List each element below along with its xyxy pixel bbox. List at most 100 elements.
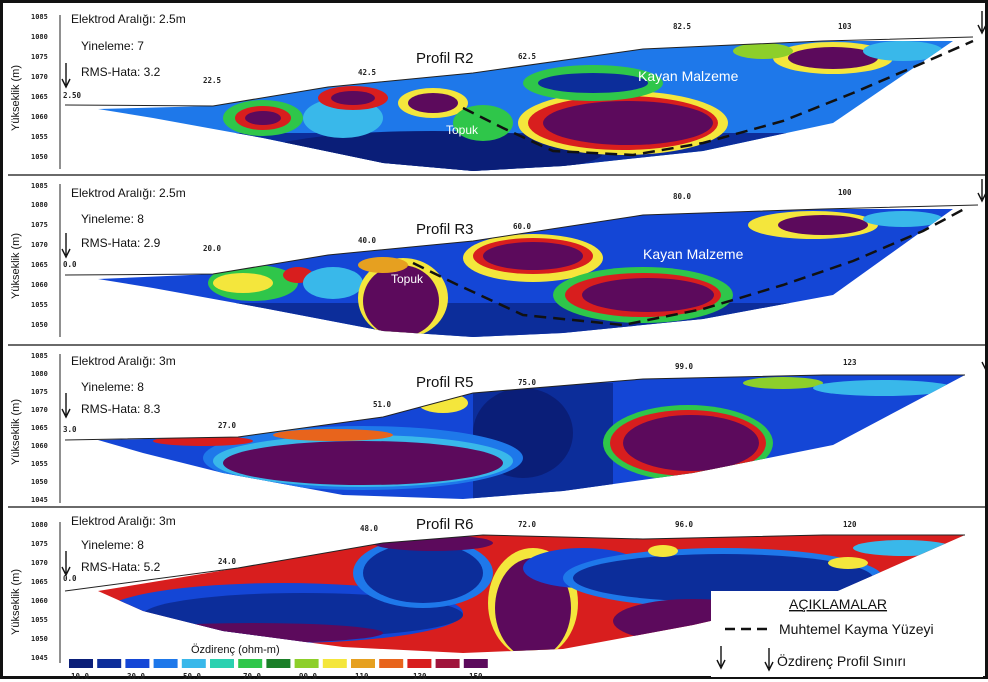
r2-ytick: 1075 — [31, 53, 48, 61]
r2-iteration: Yineleme: 7 — [81, 39, 144, 53]
scale-swatch — [266, 659, 291, 668]
r2-y-axis: 1085 1080 1075 1070 1065 1060 1055 1050 … — [10, 13, 61, 169]
r5-ytick: 1070 — [31, 406, 48, 414]
r3-boundary-left-arrow-icon — [61, 233, 71, 259]
r6-ytick: 1050 — [31, 635, 48, 643]
resistivity-figure: 1085 1080 1075 1070 1065 1060 1055 1050 … — [8, 11, 988, 681]
r5-xtick: 3.0 — [63, 425, 77, 434]
r3-ylabel: Yükseklik (m) — [10, 233, 22, 299]
r5-topography — [64, 374, 965, 441]
scale-swatch — [294, 659, 319, 668]
r6-ylabel: Yükseklik (m) — [10, 569, 22, 635]
r2-boundary-left-arrow-icon — [61, 63, 71, 89]
r6-ytick: 1075 — [31, 540, 48, 548]
r3-ytick: 1085 — [31, 182, 48, 190]
scale-label: 30.0 — [127, 672, 146, 681]
r3-xtick: 40.0 — [358, 236, 377, 245]
r6-y-axis: 1080 1075 1070 1065 1060 1055 1050 1045 … — [10, 521, 61, 663]
r3-ytick: 1065 — [31, 261, 48, 269]
scale-label: 10.0 — [71, 672, 90, 681]
scale-swatch — [407, 659, 432, 668]
r2-ylabel: Yükseklik (m) — [10, 65, 22, 131]
r5-ytick: 1055 — [31, 460, 48, 468]
r6-xtick: 120 — [843, 520, 857, 529]
r6-xtick: 48.0 — [360, 524, 379, 533]
r2-xtick: 82.5 — [673, 22, 691, 31]
scale-swatch — [351, 659, 375, 668]
r2-xtick: 103 — [838, 22, 852, 31]
r6-topography — [64, 534, 965, 592]
scale-swatch — [97, 659, 122, 668]
r5-ylabel: Yükseklik (m) — [10, 399, 22, 465]
scale-label: 50.0 — [183, 672, 202, 681]
r3-sliding-material: Kayan Malzeme — [643, 246, 744, 262]
scale-swatch — [379, 659, 404, 668]
scale-label: 150 — [469, 672, 483, 681]
r5-boundary-left-arrow-icon — [61, 393, 71, 419]
r5-xtick: 123 — [843, 358, 857, 367]
r5-xtick: 99.0 — [675, 362, 694, 371]
scale-label: 70.0 — [243, 672, 262, 681]
scale-swatch — [181, 659, 206, 668]
r6-xtick: 72.0 — [518, 520, 537, 529]
r3-xtick: 20.0 — [203, 244, 222, 253]
r5-ytick: 1085 — [31, 352, 48, 360]
r6-ytick: 1080 — [31, 521, 48, 529]
r5-ytick: 1075 — [31, 388, 48, 396]
r2-rms-error: RMS-Hata: 3.2 — [81, 65, 161, 79]
r2-ytick: 1070 — [31, 73, 48, 81]
r5-ytick: 1080 — [31, 370, 48, 378]
r3-boundary-right-arrow-icon — [977, 179, 987, 203]
r3-ytick: 1080 — [31, 201, 48, 209]
r3-toe: Topuk — [391, 272, 424, 286]
r6-iteration: Yineleme: 8 — [81, 538, 144, 552]
r2-xtick: 22.5 — [203, 76, 221, 85]
r6-electrode-spacing: Elektrod Aralığı: 3m — [71, 514, 176, 528]
r2-ytick: 1055 — [31, 133, 48, 141]
resistivity-color-scale: Özdirenç (ohm-m) 10.0 30.0 50.0 70.0 90.… — [69, 644, 488, 681]
scale-label: 110 — [355, 672, 369, 681]
scale-label: 90.0 — [299, 672, 318, 681]
scale-swatch — [322, 659, 347, 668]
scale-swatch — [153, 659, 178, 668]
scale-swatch — [238, 659, 263, 668]
r6-xtick: 24.0 — [218, 557, 237, 566]
r6-ytick: 1045 — [31, 654, 48, 662]
r2-ytick: 1060 — [31, 113, 48, 121]
r5-xtick: 75.0 — [518, 378, 537, 387]
r3-ytick: 1055 — [31, 301, 48, 309]
r2-slip-surface — [462, 39, 974, 157]
scale-swatch — [69, 659, 93, 668]
r3-ytick: 1060 — [31, 281, 48, 289]
r3-xtick: 100 — [838, 188, 852, 197]
r5-electrode-spacing: Elektrod Aralığı: 3m — [71, 354, 176, 368]
r2-xtick: 62.5 — [518, 52, 536, 61]
legend-boundary-arrow-icon — [764, 648, 774, 672]
r5-ytick: 1045 — [31, 496, 48, 504]
legend-boundary-arrow-icon — [716, 646, 726, 670]
r3-ytick: 1050 — [31, 321, 48, 329]
r2-xtick: 2.50 — [63, 91, 82, 100]
r6-xtick: 96.0 — [675, 520, 694, 529]
r5-boundary-right-arrow-icon — [981, 348, 988, 372]
r5-title: Profil R5 — [416, 374, 474, 391]
scale-swatch — [125, 659, 150, 668]
legend-boundary-label: Özdirenç Profil Sınırı — [777, 652, 906, 669]
r2-ytick: 1080 — [31, 33, 48, 41]
r6-ytick: 1070 — [31, 559, 48, 567]
r3-xtick: 60.0 — [513, 222, 532, 231]
r6-ytick: 1055 — [31, 616, 48, 624]
r2-title: Profil R2 — [416, 50, 474, 67]
r6-xtick: 0.0 — [63, 574, 77, 583]
r2-ytick: 1050 — [31, 153, 48, 161]
r5-xtick: 27.0 — [218, 421, 237, 430]
r2-sliding-material: Kayan Malzeme — [638, 68, 739, 84]
r3-iteration: Yineleme: 8 — [81, 212, 144, 226]
r2-ytick: 1085 — [31, 13, 48, 21]
r3-xtick: 0.0 — [63, 260, 77, 269]
r3-xtick: 80.0 — [673, 192, 692, 201]
r2-ytick: 1065 — [31, 93, 48, 101]
scale-swatch — [210, 659, 234, 668]
legend-slip-label: Muhtemel Kayma Yüzeyi — [779, 621, 934, 637]
